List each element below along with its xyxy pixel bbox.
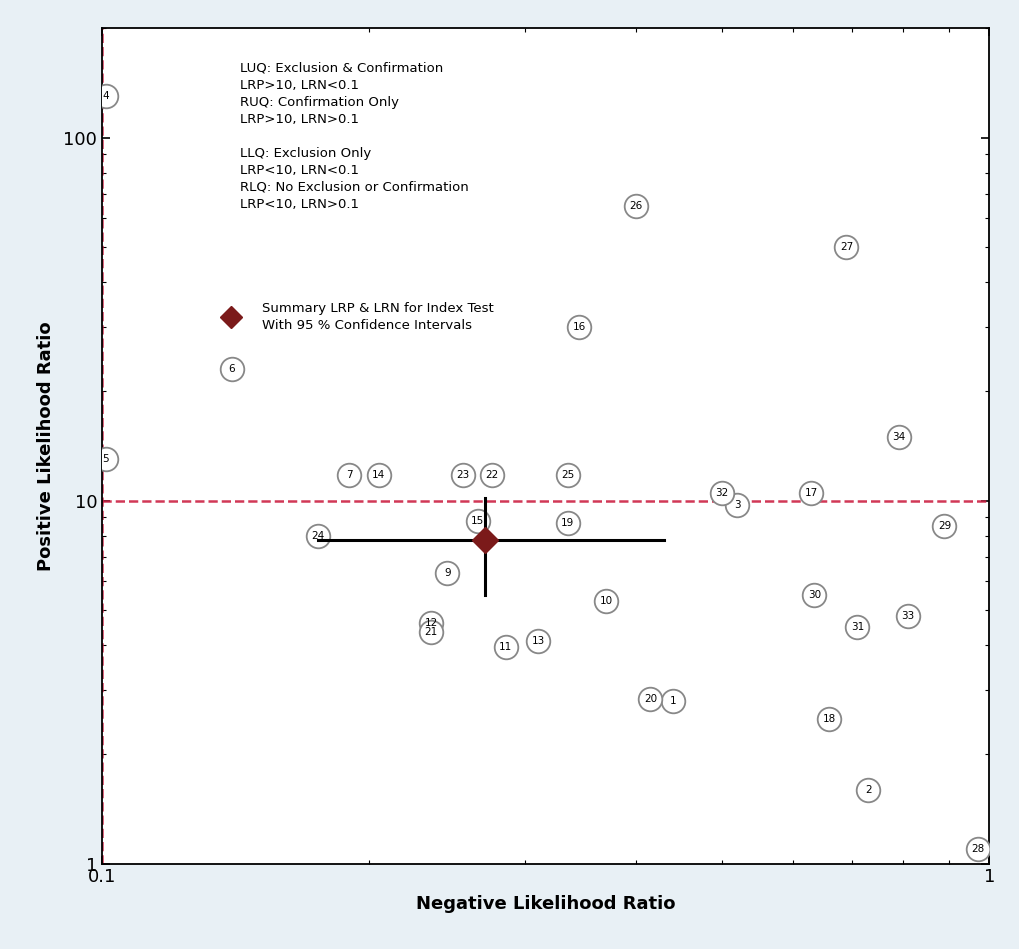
Text: 6: 6 xyxy=(228,364,234,374)
Text: 20: 20 xyxy=(643,694,656,703)
Text: 3: 3 xyxy=(734,500,740,511)
Text: 34: 34 xyxy=(891,432,904,441)
Text: 31: 31 xyxy=(850,622,863,631)
Text: 16: 16 xyxy=(572,323,585,332)
Text: 12: 12 xyxy=(424,618,437,628)
Text: 27: 27 xyxy=(839,242,852,252)
Text: 24: 24 xyxy=(311,530,324,541)
Text: 2: 2 xyxy=(864,785,870,794)
Text: 29: 29 xyxy=(936,521,950,531)
Text: 10: 10 xyxy=(599,596,612,605)
Text: 17: 17 xyxy=(804,488,817,498)
X-axis label: Negative Likelihood Ratio: Negative Likelihood Ratio xyxy=(416,895,675,913)
Text: 25: 25 xyxy=(560,470,574,479)
Text: 15: 15 xyxy=(471,516,484,526)
Text: 22: 22 xyxy=(485,470,498,479)
Text: 13: 13 xyxy=(531,636,544,646)
Text: 1: 1 xyxy=(669,697,676,706)
Text: Summary LRP & LRN for Index Test
With 95 % Confidence Intervals: Summary LRP & LRN for Index Test With 95… xyxy=(262,302,493,331)
Text: 9: 9 xyxy=(443,568,450,579)
Text: 7: 7 xyxy=(345,470,353,479)
Text: 32: 32 xyxy=(715,488,729,498)
Text: LUQ: Exclusion & Confirmation
LRP>10, LRN<0.1
RUQ: Confirmation Only
LRP>10, LRN: LUQ: Exclusion & Confirmation LRP>10, LR… xyxy=(239,62,468,211)
Text: 19: 19 xyxy=(560,517,574,528)
Text: 26: 26 xyxy=(629,200,642,211)
Text: 5: 5 xyxy=(103,455,109,464)
Text: 18: 18 xyxy=(822,715,835,724)
Text: 30: 30 xyxy=(807,590,820,600)
Text: 21: 21 xyxy=(424,627,437,637)
Text: 28: 28 xyxy=(970,844,983,853)
Y-axis label: Positive Likelihood Ratio: Positive Likelihood Ratio xyxy=(37,321,55,571)
Text: 33: 33 xyxy=(901,611,914,622)
Text: 4: 4 xyxy=(103,91,109,102)
Text: 14: 14 xyxy=(372,470,385,479)
Text: 11: 11 xyxy=(498,642,512,652)
Text: 23: 23 xyxy=(455,470,469,479)
